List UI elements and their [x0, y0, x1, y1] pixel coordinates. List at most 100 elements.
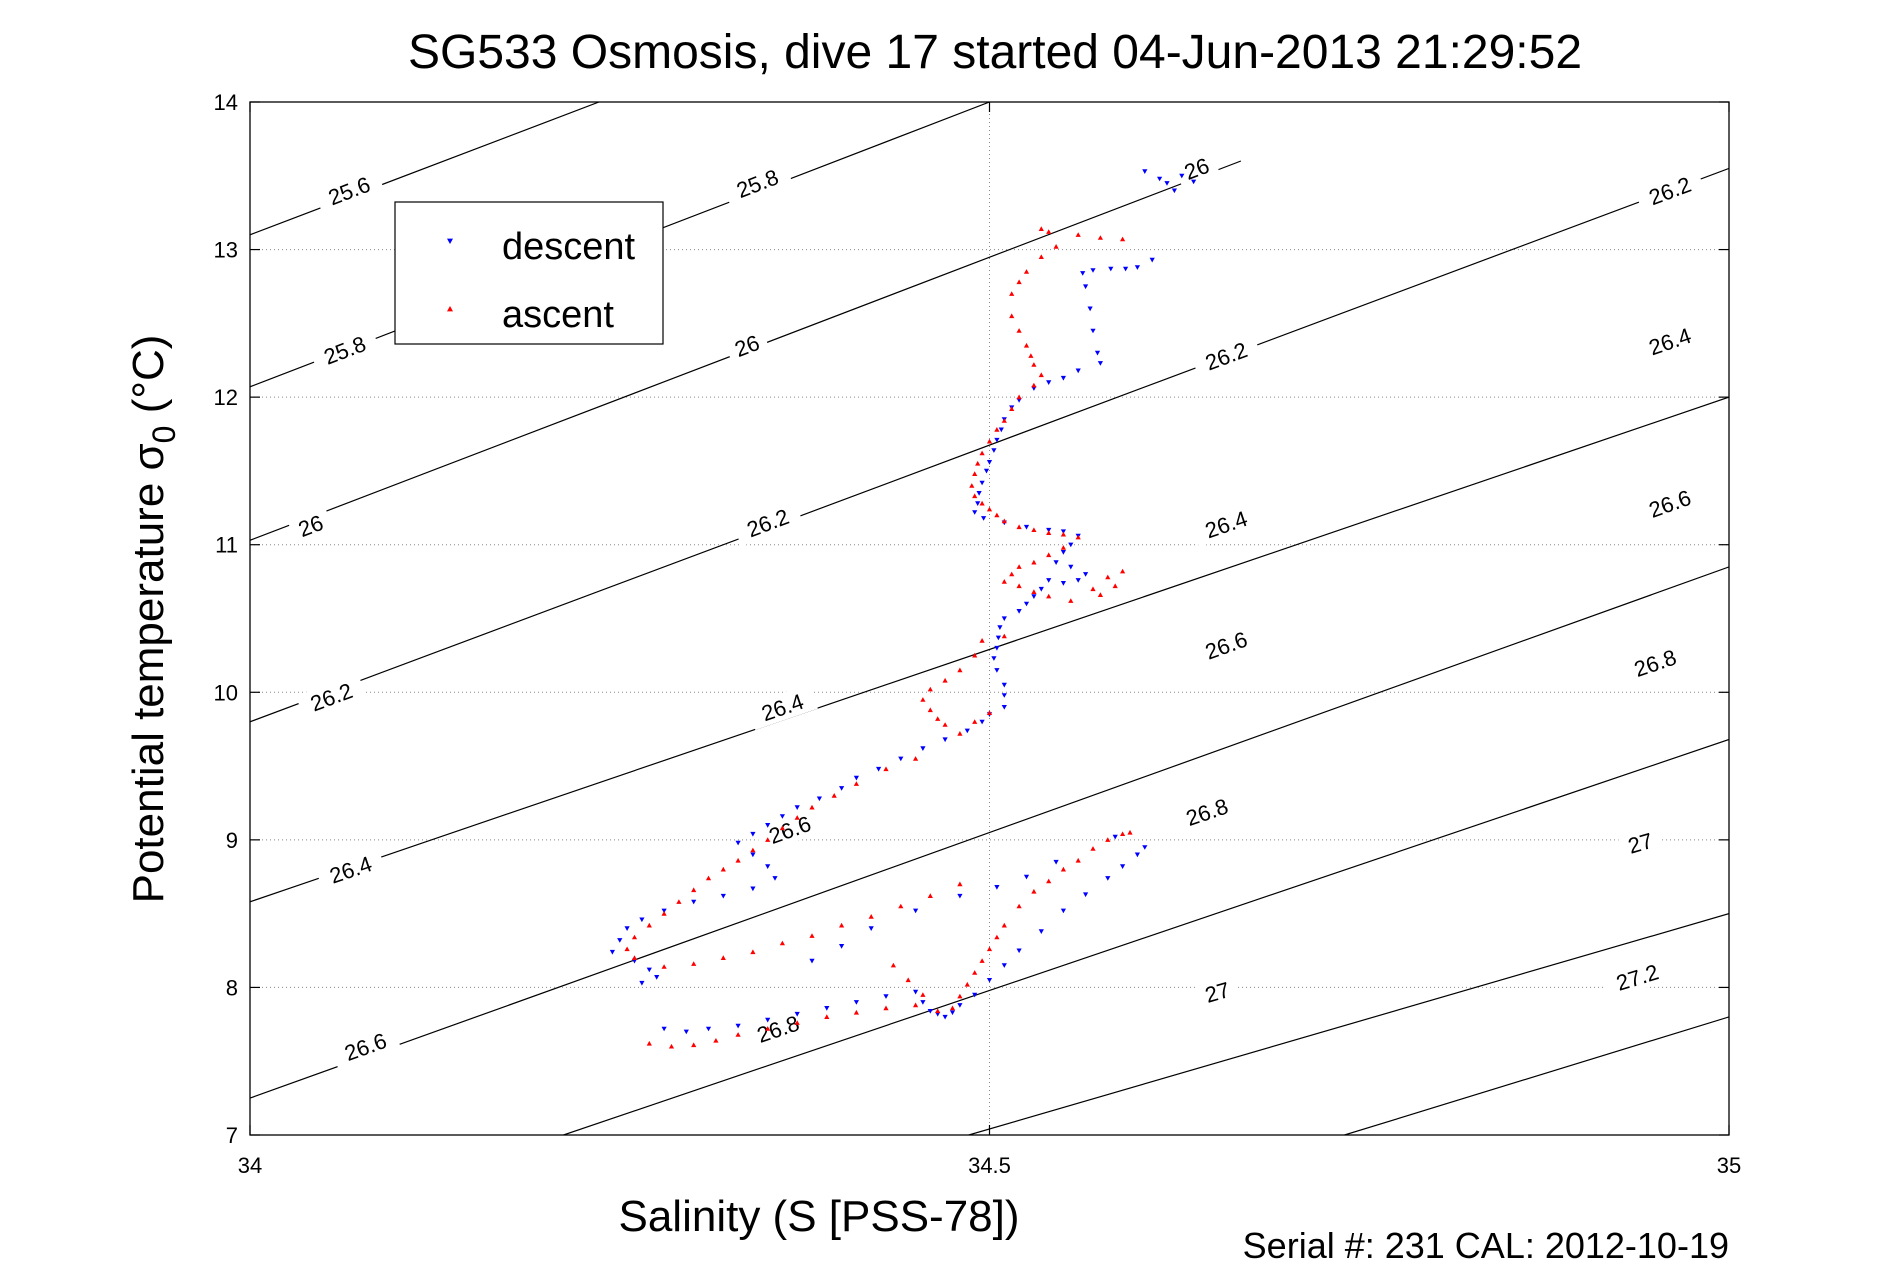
data-point-descent: [1016, 948, 1022, 954]
data-point-ascent: [986, 946, 993, 952]
data-point-ascent: [979, 638, 985, 643]
data-point-ascent: [1038, 372, 1044, 378]
data-point-ascent: [1016, 903, 1022, 909]
data-point-ascent: [691, 1042, 697, 1048]
data-point-descent: [1105, 876, 1111, 881]
data-point-ascent: [705, 875, 712, 881]
data-point-descent: [986, 978, 993, 983]
data-point-ascent: [927, 686, 933, 692]
data-point-ascent: [957, 881, 963, 887]
data-point-ascent: [868, 914, 874, 919]
data-point-ascent: [794, 1020, 800, 1025]
data-point-descent: [772, 876, 778, 881]
data-point-descent: [979, 480, 985, 486]
data-point-descent: [654, 975, 660, 980]
data-point-ascent: [646, 1040, 652, 1046]
contour-label-mask: [1617, 824, 1664, 861]
data-point-ascent: [1120, 236, 1126, 242]
data-point-descent: [824, 1006, 830, 1011]
data-point-descent: [1112, 834, 1118, 840]
data-point-descent: [920, 746, 926, 751]
data-point-ascent: [1060, 531, 1066, 537]
data-point-descent: [1001, 963, 1007, 968]
data-point-descent: [1001, 693, 1007, 698]
data-point-ascent: [994, 934, 1000, 940]
data-point-ascent: [1009, 571, 1015, 577]
contour-label-mask: [1194, 973, 1241, 1010]
contour-label-mask: [723, 326, 771, 365]
data-point-ascent: [1016, 564, 1022, 569]
legend-label-ascent: ascent: [502, 294, 614, 336]
data-point-descent: [976, 491, 982, 496]
data-point-descent: [1142, 169, 1148, 174]
data-point-descent: [1083, 892, 1089, 898]
data-point-ascent: [1046, 593, 1052, 599]
data-point-ascent: [831, 793, 837, 798]
data-point-ascent: [1038, 226, 1044, 231]
data-point-descent: [994, 645, 1000, 651]
data-point-ascent: [1090, 586, 1096, 592]
data-point-ascent: [920, 697, 926, 702]
data-point-descent: [661, 908, 667, 914]
data-point-descent: [705, 1026, 712, 1032]
data-point-descent: [735, 1023, 741, 1029]
data-point-descent: [913, 908, 919, 914]
data-point-ascent: [1075, 232, 1081, 237]
data-point-descent: [1134, 265, 1140, 270]
data-point-descent: [1191, 179, 1197, 185]
data-point-ascent: [1112, 583, 1118, 589]
data-point-descent: [1075, 368, 1081, 374]
series-ascent: [624, 226, 1133, 1049]
data-point-ascent: [853, 781, 859, 786]
data-point-descent: [794, 805, 800, 810]
data-point-descent: [1080, 271, 1086, 276]
data-point-descent: [1053, 560, 1059, 565]
data-point-descent: [1060, 581, 1066, 586]
data-point-ascent: [920, 992, 926, 997]
data-point-ascent: [691, 887, 697, 893]
data-point-ascent: [1016, 279, 1022, 285]
data-point-descent: [1068, 564, 1074, 570]
data-point-ascent: [661, 964, 667, 969]
data-point-descent: [1083, 284, 1089, 290]
data-point-ascent: [1031, 589, 1037, 594]
data-point-ascent: [1075, 534, 1081, 540]
data-point-ascent: [957, 993, 963, 999]
data-point-descent: [927, 1009, 933, 1014]
legend-box: [394, 201, 664, 345]
data-point-descent: [624, 926, 630, 931]
data-point-ascent: [1068, 598, 1074, 603]
data-point-ascent: [631, 955, 638, 960]
contour-label-mask: [1190, 332, 1262, 380]
contour-line: [250, 167, 1729, 723]
data-point-ascent: [913, 756, 919, 761]
data-point-descent: [609, 949, 615, 955]
data-point-ascent: [927, 893, 933, 898]
data-point-descent: [1060, 550, 1066, 555]
data-point-descent: [972, 992, 978, 998]
data-point-ascent: [1097, 592, 1103, 597]
data-point-descent: [1083, 572, 1089, 577]
contour-line: [250, 102, 600, 236]
data-point-descent: [639, 917, 645, 923]
data-point-descent: [1001, 682, 1007, 688]
data-point-ascent: [839, 922, 845, 928]
data-point-descent: [942, 1014, 948, 1020]
data-point-ascent: [1001, 922, 1007, 928]
data-point-ascent: [1053, 244, 1059, 249]
x-tick-label: 35: [1717, 1153, 1741, 1178]
data-point-descent: [920, 1000, 926, 1005]
data-point-descent: [661, 1026, 667, 1032]
data-point-descent: [1060, 529, 1066, 534]
data-point-ascent: [913, 1002, 919, 1008]
data-point-descent: [1097, 361, 1103, 366]
y-tick-label: 14: [214, 90, 238, 115]
data-point-descent: [868, 926, 874, 931]
data-point-ascent: [779, 940, 785, 946]
contour-label-mask: [746, 684, 818, 730]
data-point-descent: [750, 852, 756, 858]
data-point-ascent: [1046, 229, 1052, 234]
contour-line: [250, 396, 1729, 903]
contour-label-mask: [754, 806, 826, 853]
y-axis-label: Potential temperature σ0 (°C): [124, 335, 182, 904]
